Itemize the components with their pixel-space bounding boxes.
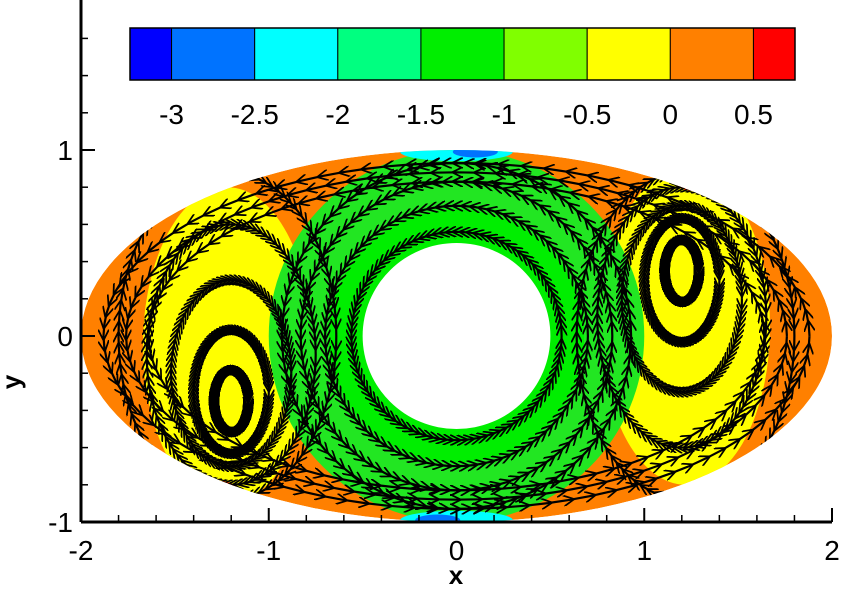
colorbar-tick-label: 0.5 <box>734 99 773 130</box>
y-tick-label: -1 <box>48 507 73 538</box>
top-right-accent <box>676 174 744 193</box>
bottom-left-accent <box>169 479 237 498</box>
colorbar-tick-label: -1.5 <box>397 99 445 130</box>
streamline-outer-layer <box>149 182 765 491</box>
inner-circle-hole <box>362 243 551 429</box>
y-axis-title: y <box>0 374 26 389</box>
x-tick-label: 2 <box>824 535 840 566</box>
colorbar-swatch <box>420 27 505 81</box>
colorbar-frame <box>129 27 796 81</box>
colorbar-swatch <box>254 27 339 81</box>
colorbar-tick-label: -2 <box>325 99 350 130</box>
top-accent-core <box>452 150 498 158</box>
x-tick-label: -1 <box>256 535 281 566</box>
bottom-accent-core <box>415 514 461 522</box>
colorbar-swatch <box>171 27 256 81</box>
colorbar-tick-label: -2.5 <box>231 99 279 130</box>
colorbar-swatch <box>129 27 173 81</box>
colorbar-tick-label: -3 <box>159 99 184 130</box>
streamlines <box>104 163 810 509</box>
colorbar-tick-label: -1 <box>492 99 517 130</box>
colorbar-swatch <box>503 27 588 81</box>
colorbar-swatch <box>337 27 422 81</box>
y-tick-label: 0 <box>57 321 73 352</box>
colorbar: -3 -2.5 -2 -1.5 -1 -0.5 0 0.5 <box>129 27 796 130</box>
colorbar-swatch <box>586 27 671 81</box>
colorbar-tick-label: -0.5 <box>563 99 611 130</box>
x-tick-label: 0 <box>449 535 465 566</box>
colorbar-swatch <box>669 27 754 81</box>
colorbar-tick-label: 0 <box>663 99 679 130</box>
x-axis-title: x <box>449 560 464 589</box>
axes: -2 -1 0 1 2-101 <box>48 0 840 566</box>
x-tick-label: 1 <box>636 535 652 566</box>
inner-hole <box>362 243 551 429</box>
x-tick-label: -2 <box>69 535 94 566</box>
y-tick-label: 1 <box>57 135 73 166</box>
colorbar-swatch <box>752 27 796 81</box>
